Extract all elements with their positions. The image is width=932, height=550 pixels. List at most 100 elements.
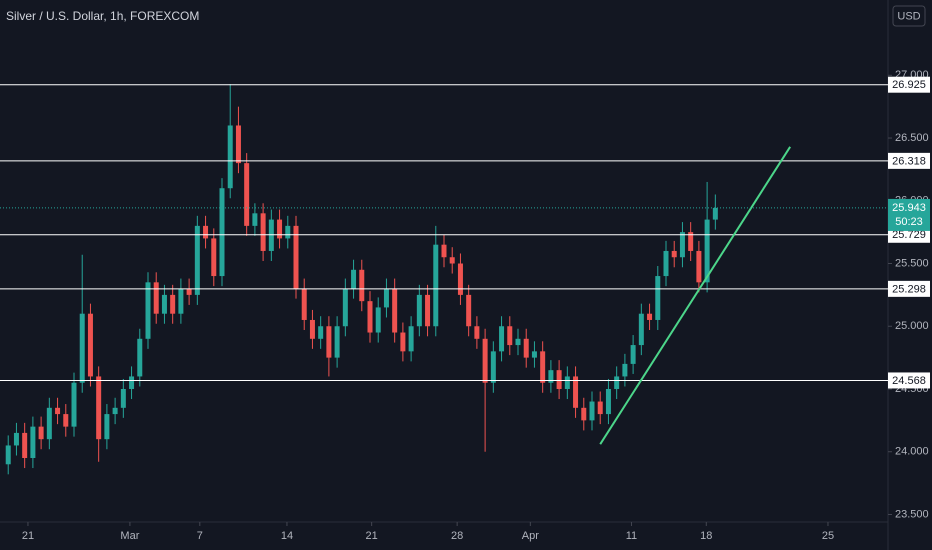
currency-label[interactable]: USD: [897, 10, 920, 22]
x-tick-label: 21: [22, 530, 34, 542]
candle-body: [540, 351, 546, 383]
x-tick-label: 25: [822, 530, 834, 542]
candle-body: [203, 225, 209, 239]
candle-body: [13, 432, 19, 446]
candle-body: [129, 376, 135, 389]
candle-body: [679, 232, 685, 258]
x-tick-label: 18: [700, 530, 712, 542]
candle-body: [688, 232, 694, 251]
candle-body: [531, 351, 537, 358]
candle-body: [383, 288, 389, 308]
candle-body: [614, 376, 620, 389]
candle-body: [244, 163, 250, 226]
candle-body: [457, 263, 463, 295]
chart-title: Silver / U.S. Dollar, 1h, FOREXCOM: [6, 9, 199, 23]
candle-body: [87, 313, 93, 377]
candle-body: [318, 326, 324, 339]
candle-body: [499, 326, 505, 352]
candle-body: [359, 269, 365, 302]
candle-body: [38, 426, 44, 440]
candle-body: [309, 319, 315, 339]
candle-body: [392, 288, 398, 333]
candle-body: [112, 407, 118, 415]
candle-body: [630, 345, 636, 364]
candle-body: [482, 338, 488, 383]
last-price-box: [888, 198, 930, 231]
candle-body: [235, 125, 241, 164]
candle-body: [55, 407, 61, 415]
candle-body: [334, 326, 340, 358]
candle-body: [351, 269, 357, 289]
candle-body: [137, 338, 143, 377]
candle-body: [597, 401, 603, 415]
candle-body: [63, 414, 69, 427]
candle-body: [161, 294, 167, 314]
candle-body: [219, 188, 225, 277]
candle-body: [466, 294, 472, 327]
candle-body: [71, 382, 77, 427]
countdown-label: 50:23: [895, 216, 923, 228]
candle-body: [416, 294, 422, 327]
candle-body: [79, 313, 85, 383]
candle-body: [22, 432, 28, 459]
candle-body: [507, 326, 513, 346]
candle-body: [548, 370, 554, 383]
candle-body: [556, 370, 562, 389]
y-tick-label: 24.000: [895, 446, 929, 458]
candle-body: [194, 225, 200, 295]
candle-body: [425, 294, 431, 327]
candle-body: [433, 244, 439, 327]
x-tick-label: 21: [366, 530, 378, 542]
candle-body: [704, 219, 710, 283]
overlay: 26.925 26.318 25.729 25.298 24.568 25.943 50:2…: [0, 76, 930, 445]
candle-body: [326, 326, 332, 358]
candle-body: [581, 407, 587, 421]
candle-body: [277, 219, 283, 239]
trend-line: [599, 146, 791, 445]
candle-body: [186, 288, 192, 295]
level-label: 25.729: [892, 229, 926, 241]
x-tick-label: 7: [197, 530, 203, 542]
candle-body: [564, 376, 570, 389]
x-tick-label: 14: [281, 530, 293, 542]
level-label: 24.568: [892, 375, 926, 387]
candle-body: [441, 244, 447, 258]
candle-body: [622, 363, 628, 377]
candle-body: [285, 225, 291, 239]
y-tick-label: 25.000: [895, 320, 929, 332]
x-tick-label: Mar: [120, 530, 139, 542]
level-label-box: [888, 280, 930, 297]
candle-body: [638, 313, 644, 346]
candle-body: [153, 282, 159, 314]
candle-body: [211, 238, 217, 277]
candle-body: [301, 288, 307, 320]
last-price-label: 25.943: [892, 202, 926, 214]
candle-body: [170, 294, 176, 314]
candle-body: [178, 288, 184, 314]
candle-body: [293, 225, 299, 289]
candle-body: [145, 282, 151, 339]
candle-body: [449, 257, 455, 264]
level-label-box: [888, 372, 930, 389]
level-label: 26.318: [892, 155, 926, 167]
candle-body: [96, 376, 102, 440]
candle-body: [252, 213, 258, 226]
candle-body: [712, 207, 718, 220]
candle-body: [46, 407, 52, 440]
candle-body: [647, 313, 653, 320]
candle-body: [523, 338, 529, 358]
candle-body: [605, 388, 611, 415]
x-tick-label: 11: [626, 530, 637, 542]
y-tick-label: 23.500: [895, 508, 929, 520]
candle-body: [655, 276, 661, 320]
candle-body: [589, 401, 595, 421]
x-tick-label: 28: [451, 530, 463, 542]
candle-body: [474, 326, 480, 339]
y-tick-label: 26.500: [895, 132, 929, 144]
currency-button[interactable]: [892, 5, 926, 27]
candle-body: [260, 213, 266, 251]
candle-body: [515, 338, 521, 346]
